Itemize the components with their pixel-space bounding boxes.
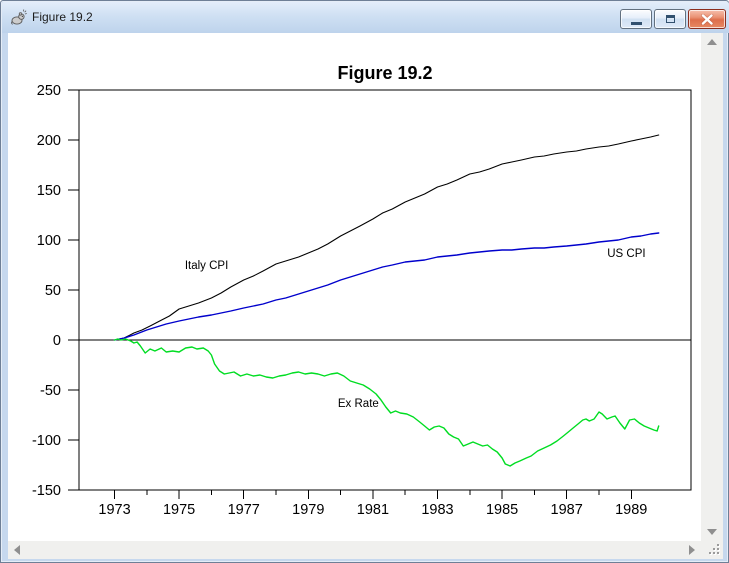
resize-grip-icon xyxy=(709,544,720,555)
rat-icon xyxy=(10,9,27,26)
x-tick-label: 1975 xyxy=(163,502,195,518)
x-tick-label: 1987 xyxy=(551,502,583,518)
minimize-button[interactable] xyxy=(620,9,652,29)
scroll-down-button[interactable] xyxy=(701,523,723,541)
y-tick-label: 0 xyxy=(53,333,61,349)
y-tick-label: 250 xyxy=(37,83,61,99)
series-label-us-cpi: US CPI xyxy=(607,248,645,260)
scroll-right-button[interactable] xyxy=(683,541,701,559)
scroll-right-icon xyxy=(689,545,695,555)
series-label-italy-cpi: Italy CPI xyxy=(185,260,228,272)
series-line-italy-cpi xyxy=(113,134,660,341)
x-tick-label: 1981 xyxy=(357,502,389,518)
close-icon xyxy=(700,13,713,25)
window-controls xyxy=(620,9,726,29)
vertical-scrollbar[interactable] xyxy=(701,33,723,541)
scroll-up-icon xyxy=(707,39,717,45)
x-tick-label: 1979 xyxy=(292,502,324,518)
minimize-icon xyxy=(630,21,642,25)
x-tick-label: 1985 xyxy=(486,502,518,518)
y-tick-label: 50 xyxy=(45,283,61,299)
close-button[interactable] xyxy=(688,9,726,29)
scroll-up-button[interactable] xyxy=(701,33,723,51)
y-tick-label: 150 xyxy=(37,183,61,199)
chart-title: Figure 19.2 xyxy=(337,63,432,83)
scroll-left-button[interactable] xyxy=(8,541,26,559)
y-tick-label: -150 xyxy=(32,483,61,499)
y-tick-label: -100 xyxy=(32,433,61,449)
plot-frame xyxy=(78,89,692,491)
series-line-us-cpi xyxy=(113,232,660,341)
scroll-down-icon xyxy=(707,529,717,535)
y-tick-label: 200 xyxy=(37,133,61,149)
client-area: Figure 19.2 250 200 150 100 50 0 -50 -100 -150 197… xyxy=(8,33,723,559)
series-label-ex-rate: Ex Rate xyxy=(338,398,379,410)
restore-icon xyxy=(665,15,675,23)
window-title: Figure 19.2 xyxy=(32,10,93,24)
chart: Figure 19.2 250 200 150 100 50 0 -50 -100 -150 197… xyxy=(32,63,692,518)
x-tick-label: 1983 xyxy=(421,502,453,518)
restore-button[interactable] xyxy=(654,9,686,29)
resize-grip[interactable] xyxy=(707,542,722,557)
x-tick-label: 1989 xyxy=(615,502,647,518)
x-tick-label: 1973 xyxy=(98,502,130,518)
x-tick-label: 1977 xyxy=(228,502,260,518)
series-line-ex-rate xyxy=(113,338,660,467)
scroll-left-icon xyxy=(14,545,20,555)
y-tick-label: 100 xyxy=(37,233,61,249)
horizontal-scrollbar[interactable] xyxy=(8,541,723,559)
y-tick-label: -50 xyxy=(40,383,61,399)
title-bar[interactable]: Figure 19.2 xyxy=(2,2,729,33)
